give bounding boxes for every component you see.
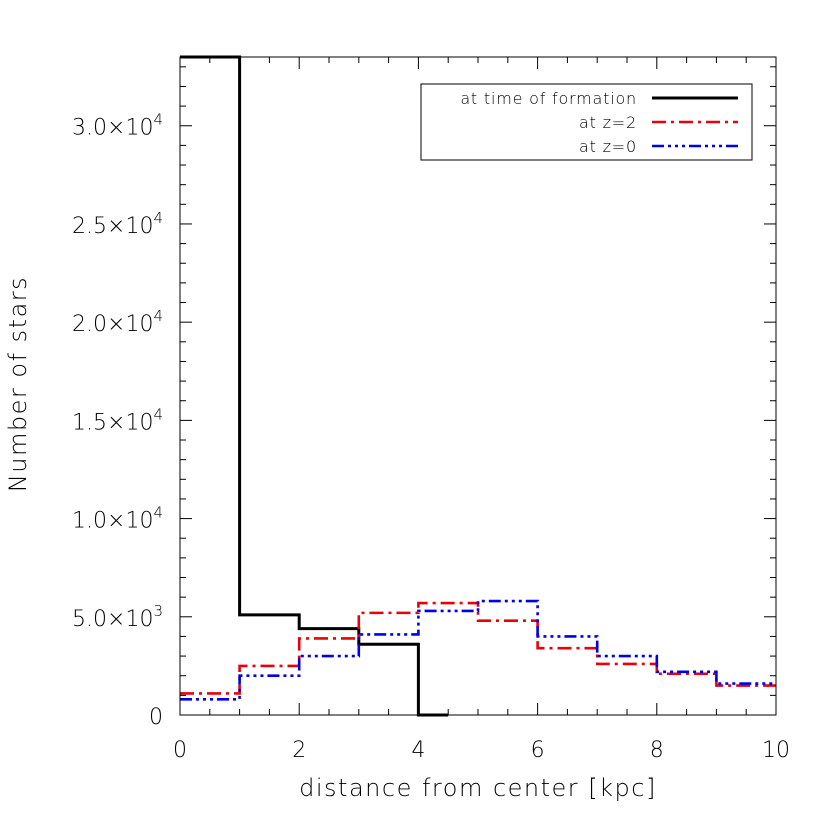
tick-labels: 0 2 4 6 8 10 0 5.0×103 1.0×104 1.5×104 2.0×104 2.5×… [72, 111, 790, 763]
y-tick-label: 0 [149, 705, 163, 730]
y-tick-label: 2.0×104 [72, 307, 163, 337]
plot-lines [180, 55, 776, 717]
legend-label-3: at z=0 [579, 137, 637, 156]
y-tick-label: 1.0×104 [72, 504, 163, 534]
legend-label-1: at time of formation [460, 89, 637, 108]
legend-label-2: at z=2 [579, 113, 637, 132]
series-line-1 [180, 55, 449, 717]
x-axis-label: distance from center [kpc] [299, 774, 657, 802]
y-tick-label: 5.0×103 [72, 602, 163, 632]
x-tick-label: 2 [292, 738, 306, 763]
x-tick-label: 0 [173, 738, 187, 763]
x-tick-label: 8 [650, 738, 664, 763]
legend: at time of formation at z=2 at z=0 [420, 83, 753, 161]
y-tick-label: 2.5×104 [72, 209, 163, 239]
x-tick-label: 6 [531, 738, 545, 763]
y-tick-label: 1.5×104 [72, 405, 163, 435]
axis-ticks [179, 57, 777, 716]
y-axis-label: Number of stars [4, 276, 32, 492]
y-tick-label: 3.0×104 [72, 111, 163, 141]
x-tick-label: 10 [762, 738, 790, 763]
series-line-2 [180, 601, 776, 695]
x-tick-label: 4 [411, 738, 425, 763]
